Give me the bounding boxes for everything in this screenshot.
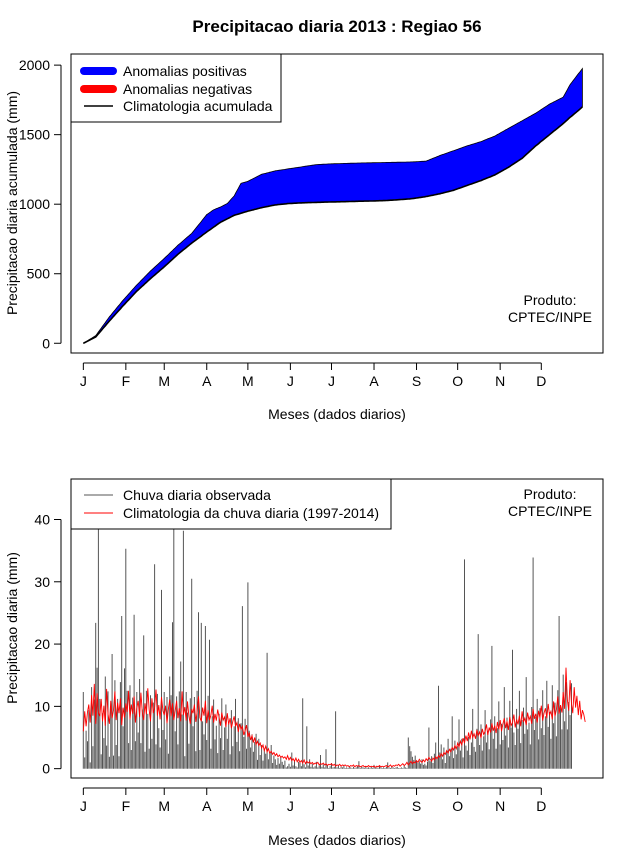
y-axis-label: Precipitacao diaria (mm)	[4, 552, 20, 704]
x-tick-label: A	[202, 798, 212, 814]
observed-rain-bars	[82, 526, 572, 769]
legend-entry-observed: Chuva diaria observada	[123, 487, 271, 503]
legend: Anomalias positivas Anomalias negativas …	[70, 53, 282, 123]
y-tick-label: 500	[27, 266, 51, 282]
x-tick-label: D	[536, 373, 546, 389]
climatology-accumulated-line	[82, 106, 583, 345]
x-tick-label: O	[452, 798, 463, 814]
x-axis-label: Meses (dados diarios)	[268, 832, 406, 848]
plot-frame	[70, 53, 604, 354]
climatology-daily-line	[82, 667, 586, 768]
product-label: Produto:	[524, 486, 577, 502]
x-tick-label: J	[80, 373, 87, 389]
legend-entry-climatology: Climatologia acumulada	[123, 98, 273, 114]
y-tick-label: 20	[34, 636, 50, 652]
y-axis: 0 10 20 30 40	[34, 511, 62, 777]
x-tick-label: F	[122, 373, 131, 389]
x-tick-label: J	[287, 373, 294, 389]
climatology-line-group	[82, 106, 583, 345]
x-tick-label: M	[158, 373, 170, 389]
y-tick-label: 1500	[19, 127, 50, 143]
x-tick-label: N	[495, 373, 505, 389]
cumulative-chart: J F M A M J J A S O N D 0 500 1000 1500 2000 Meses (dad…	[4, 53, 604, 422]
x-tick-label: M	[242, 373, 254, 389]
x-tick-label: O	[452, 373, 463, 389]
x-tick-label: S	[412, 798, 421, 814]
legend: Chuva diaria observada Climatologia da c…	[70, 478, 392, 530]
y-axis: 0 500 1000 1500 2000	[19, 57, 62, 351]
x-axis-label: Meses (dados diarios)	[268, 406, 406, 422]
x-tick-label: F	[122, 798, 131, 814]
x-tick-label: M	[158, 798, 170, 814]
x-tick-label: A	[202, 373, 212, 389]
product-source: CPTEC/INPE	[508, 309, 592, 325]
y-tick-label: 40	[34, 511, 50, 527]
legend-entry-positive: Anomalias positivas	[123, 63, 247, 79]
legend-entry-negative: Anomalias negativas	[123, 81, 252, 97]
y-tick-label: 1000	[19, 196, 50, 212]
x-tick-label: N	[495, 798, 505, 814]
y-axis-label: Precipitacao diaria acumulada (mm)	[4, 91, 20, 315]
y-tick-label: 30	[34, 574, 50, 590]
x-tick-label: J	[80, 798, 87, 814]
x-tick-label: A	[369, 798, 379, 814]
daily-chart: J F M A M J J A S O N D 0 10 20 30 40 Meses (dados diar…	[4, 478, 604, 848]
chart-title: Precipitacao diaria 2013 : Regiao 56	[192, 17, 481, 36]
legend-box	[70, 478, 392, 530]
y-tick-label: 10	[34, 698, 50, 714]
y-tick-label: 2000	[19, 57, 50, 73]
climatology-daily-line-group	[82, 667, 586, 768]
x-tick-label: M	[242, 798, 254, 814]
product-label: Produto:	[524, 292, 577, 308]
product-source: CPTEC/INPE	[508, 503, 592, 519]
x-tick-label: D	[536, 798, 546, 814]
y-tick-label: 0	[42, 335, 50, 351]
x-tick-label: J	[287, 798, 294, 814]
x-tick-label: J	[328, 798, 335, 814]
legend-entry-climatology: Climatologia da chuva diaria (1997-2014)	[123, 505, 379, 521]
x-tick-label: A	[369, 373, 379, 389]
x-tick-label: J	[328, 373, 335, 389]
x-tick-label: S	[412, 373, 421, 389]
y-tick-label: 0	[42, 761, 50, 777]
